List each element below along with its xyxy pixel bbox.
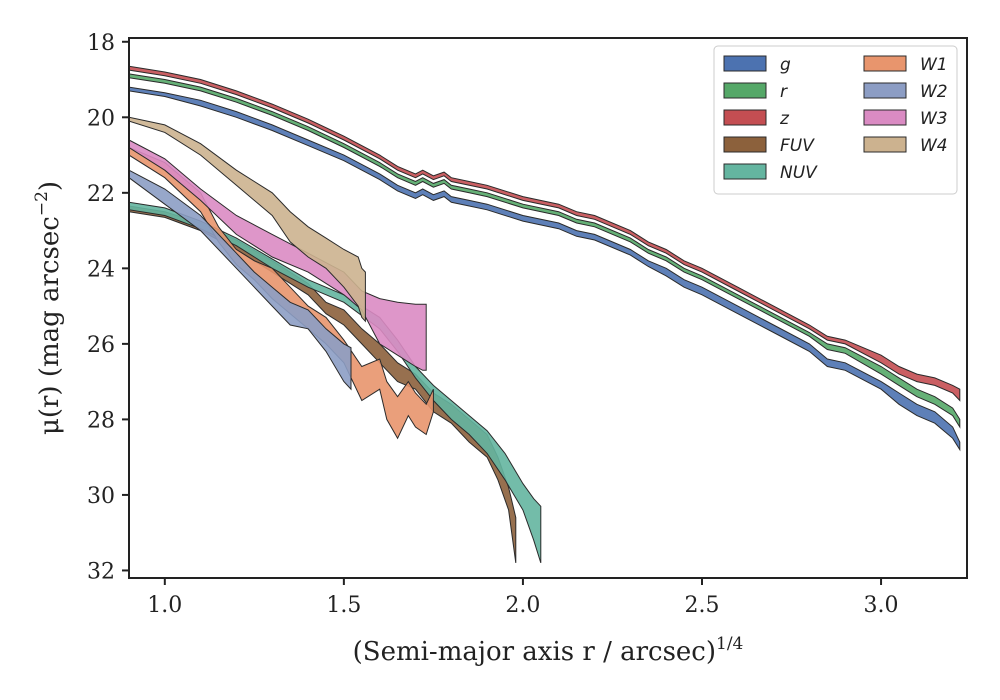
x-axis-title-text: (Semi-major axis r / arcsec) [353, 637, 716, 667]
legend-label-w2: W2 [920, 82, 948, 102]
band-z [129, 65, 961, 402]
legend-label-w4: W4 [920, 136, 948, 156]
x-tick-label: 3.0 [864, 593, 899, 618]
band-w2 [129, 169, 352, 391]
x-tick-label: 1.0 [147, 593, 182, 618]
series-bands [129, 65, 961, 564]
band-w1 [129, 146, 434, 440]
legend-swatch-w1 [863, 55, 907, 72]
y-axis-title-power: −2 [32, 191, 52, 216]
y-axis: 18 20 22 24 26 28 30 32 [87, 31, 129, 584]
legend-swatch-fuv [723, 136, 767, 153]
legend-label-z: z [779, 109, 790, 129]
legend-swatch-w3 [863, 109, 907, 126]
legend-label-fuv: FUV [780, 136, 815, 156]
x-axis-title-power: 1/4 [716, 634, 743, 654]
band-w3 [129, 139, 427, 371]
legend-swatch-z [723, 109, 767, 126]
legend: grz FUV NUV W1 W2 W3 W4 [713, 45, 958, 195]
x-tick-label: 1.5 [326, 593, 361, 618]
legend-swatch-w4 [863, 136, 907, 153]
legend-swatch-g [723, 55, 767, 72]
band-fuv [129, 205, 517, 563]
plot-frame [128, 37, 968, 579]
legend-swatch-nuv [723, 163, 767, 180]
band-w4 [129, 116, 366, 323]
y-tick-label: 18 [87, 31, 115, 56]
y-tick-label: 20 [87, 106, 115, 131]
y-tick-label: 22 [87, 182, 115, 207]
x-axis: 1.0 1.5 2.0 2.5 3.0 [147, 578, 899, 618]
y-tick-label: 28 [87, 408, 115, 433]
legend-swatch-r [723, 82, 767, 99]
legend-label-w3: W3 [920, 109, 948, 129]
legend-label-nuv: NUV [780, 163, 818, 183]
band-r [129, 73, 961, 429]
y-tick-label: 30 [87, 484, 115, 509]
x-tick-label: 2.0 [505, 593, 540, 618]
legend-label-r: r [780, 82, 788, 102]
band-g [129, 86, 961, 452]
y-tick-label: 24 [87, 257, 115, 282]
y-axis-title-close: ) [35, 181, 65, 191]
x-tick-label: 2.5 [684, 593, 719, 618]
y-axis-title: μ(r) (mag arcsec−2) [32, 181, 65, 435]
legend-swatch-w2 [863, 82, 907, 99]
legend-label-g: g [780, 55, 791, 75]
y-tick-label: 32 [87, 559, 115, 584]
y-tick-label: 26 [87, 333, 115, 358]
legend-label-w1: W1 [920, 55, 948, 75]
y-axis-title-text: μ(r) (mag arcsec [35, 216, 65, 435]
x-axis-title: (Semi-major axis r / arcsec)1/4 [353, 634, 744, 667]
